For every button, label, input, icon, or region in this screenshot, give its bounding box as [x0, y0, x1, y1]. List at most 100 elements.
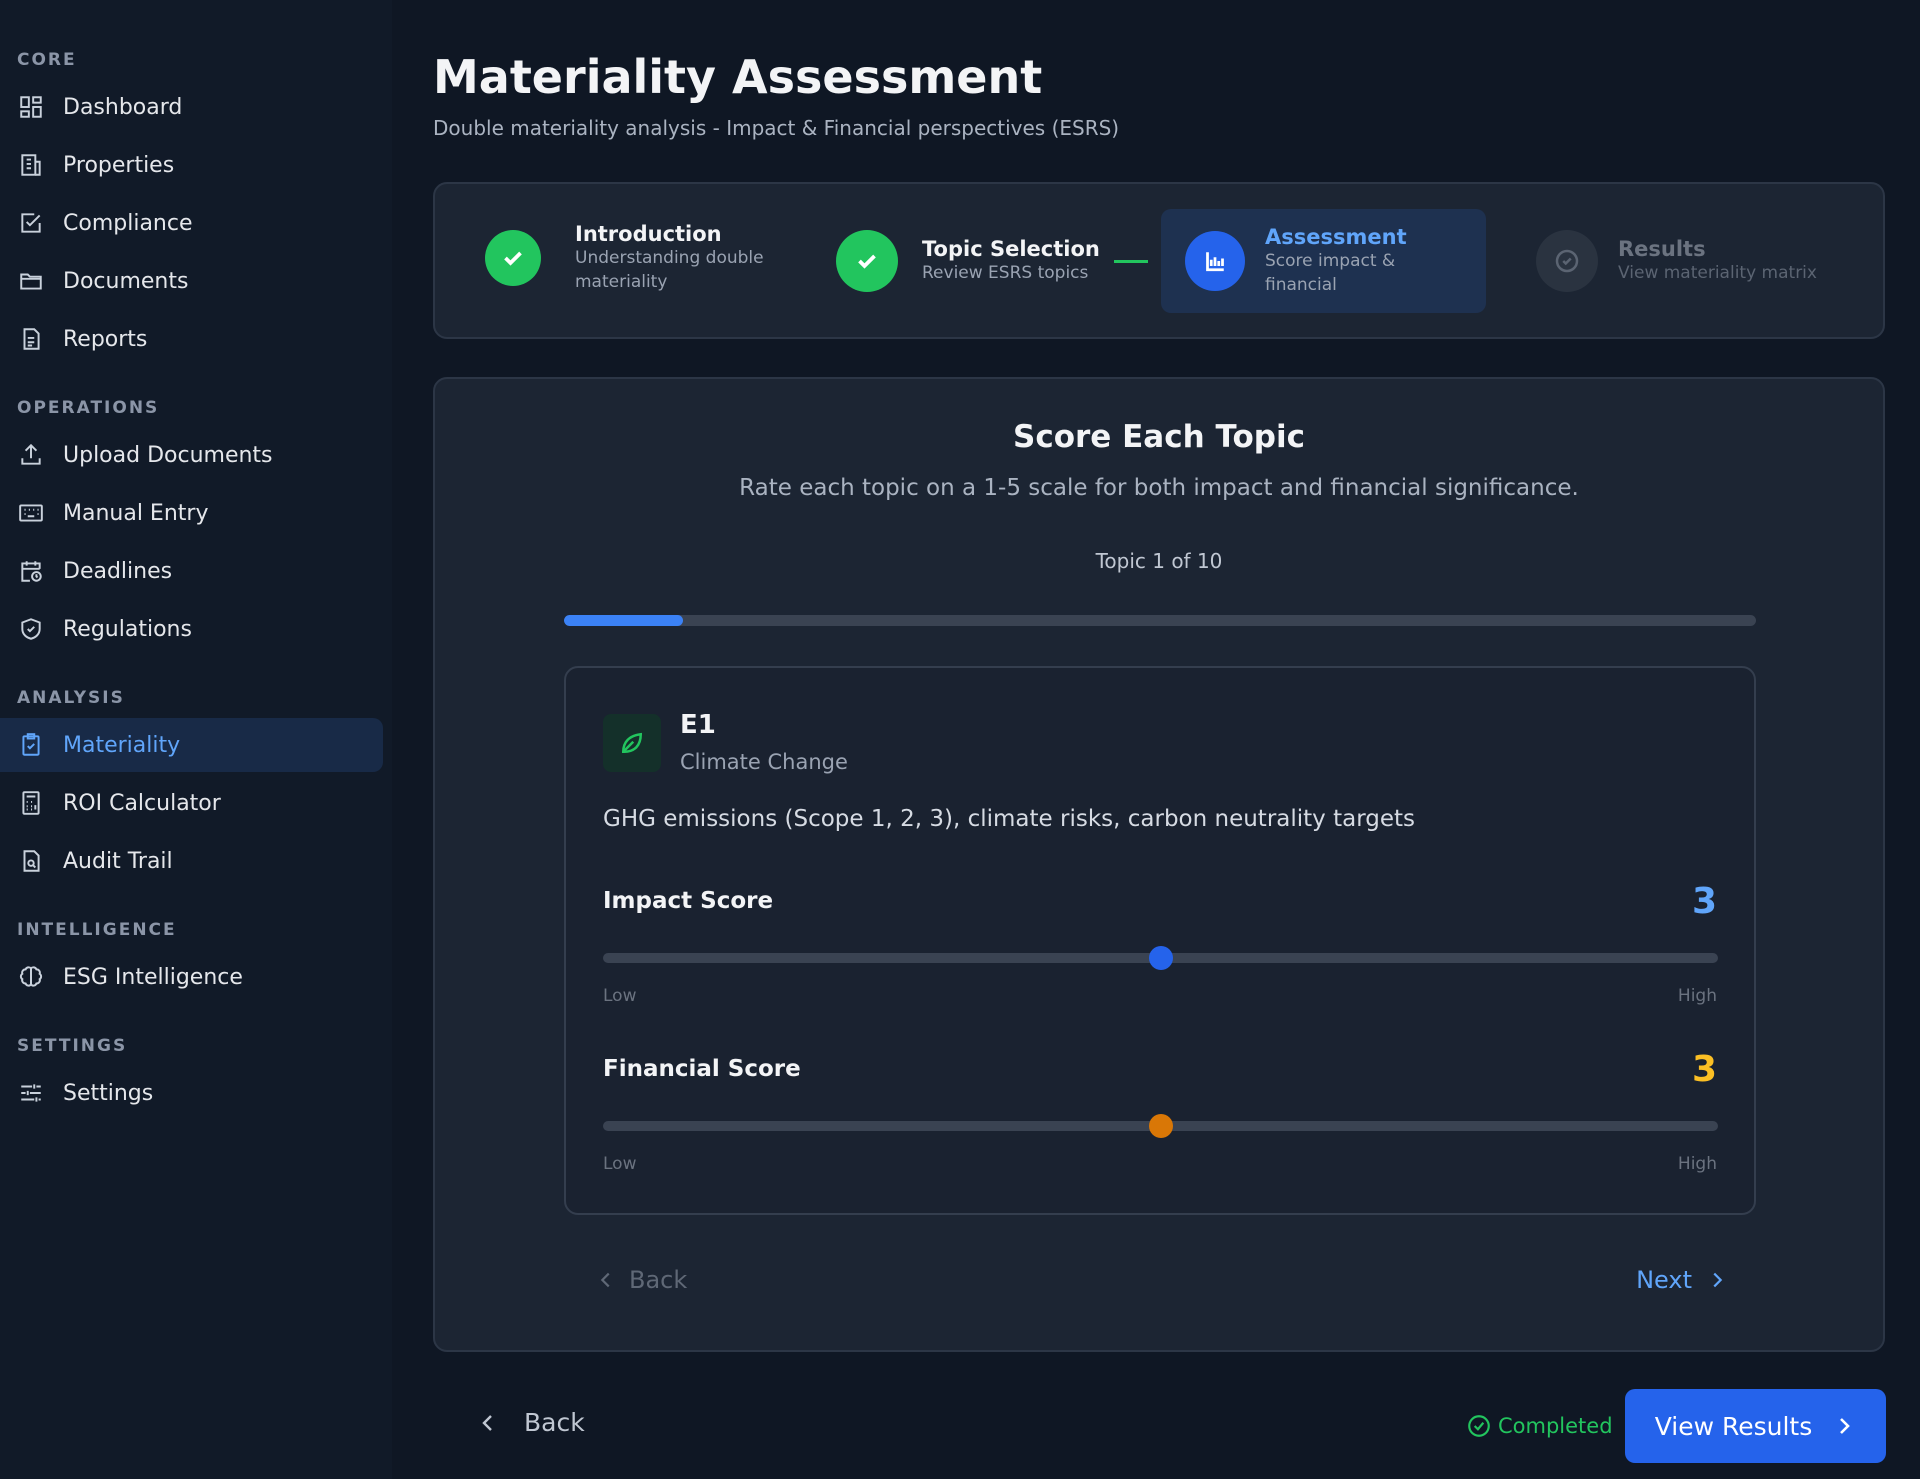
calendar-clock-icon	[17, 557, 45, 585]
step-title: Introduction	[575, 222, 722, 246]
sidebar-item-label: Compliance	[63, 210, 193, 236]
checkbox-icon	[17, 209, 45, 237]
step-title: Assessment	[1265, 225, 1407, 249]
step-assessment[interactable]: Assessment Score impact & financial	[1161, 209, 1486, 313]
impact-slider-thumb[interactable]	[1148, 946, 1173, 970]
sidebar-item-label: ROI Calculator	[63, 790, 221, 816]
financial-high-label: High	[1677, 1154, 1717, 1174]
sidebar-item-deadlines[interactable]: Deadlines	[0, 544, 383, 598]
sidebar-section-settings: SETTINGS	[17, 1036, 128, 1056]
chevron-right-icon	[1713, 1272, 1723, 1288]
circle-check-icon	[1468, 1415, 1490, 1437]
step-desc: Score impact &	[1265, 251, 1396, 271]
step-desc: materiality	[575, 272, 668, 292]
file-text-icon	[17, 325, 45, 353]
completed-status: Completed	[1466, 1413, 1613, 1439]
step-title: Results	[1618, 237, 1706, 261]
sidebar-item-reports[interactable]: Reports	[0, 312, 383, 366]
sidebar-item-label: Deadlines	[63, 558, 173, 584]
step-desc: Review ESRS topics	[922, 263, 1089, 283]
sidebar-item-materiality[interactable]: Materiality	[0, 718, 383, 772]
keyboard-icon	[17, 499, 45, 527]
impact-high-label: High	[1677, 986, 1717, 1006]
financial-score-label: Financial Score	[603, 1056, 801, 1082]
sliders-icon	[17, 1079, 45, 1107]
topic-next-button[interactable]: Next	[1636, 1266, 1728, 1294]
topic-description: GHG emissions (Scope 1, 2, 3), climate r…	[603, 806, 1416, 832]
building-icon	[17, 151, 45, 179]
step-results[interactable]: Results View materiality matrix	[1536, 230, 1817, 292]
step-connector	[1114, 260, 1148, 263]
sidebar-item-label: Manual Entry	[63, 500, 209, 526]
sidebar-item-label: Regulations	[63, 616, 192, 642]
financial-score-value: 3	[1691, 1049, 1717, 1090]
sidebar-item-roi-calculator[interactable]: ROI Calculator	[0, 776, 383, 830]
sidebar-section-operations: OPERATIONS	[17, 398, 160, 418]
sidebar-item-label: ESG Intelligence	[63, 964, 243, 990]
topic-back-button[interactable]: Back	[595, 1266, 687, 1294]
sidebar-item-label: Audit Trail	[63, 848, 173, 874]
sidebar-item-label: Reports	[63, 326, 148, 352]
topic-next-label: Next	[1636, 1266, 1692, 1294]
sidebar-item-regulations[interactable]: Regulations	[0, 602, 383, 656]
view-results-button[interactable]: View Results	[1625, 1389, 1886, 1463]
financial-slider-thumb[interactable]	[1148, 1114, 1173, 1138]
step-topic-selection[interactable]: Topic Selection Review ESRS topics	[836, 230, 1100, 292]
sidebar-section-analysis: ANALYSIS	[17, 688, 125, 708]
topic-counter: Topic 1 of 10	[1095, 549, 1223, 573]
topic-card: E1 Climate Change GHG emissions (Scope 1…	[564, 666, 1756, 1215]
impact-score-slider[interactable]	[603, 946, 1718, 970]
step-desc: View materiality matrix	[1618, 263, 1817, 283]
impact-score-label: Impact Score	[603, 888, 774, 914]
topic-code: E1	[680, 710, 716, 740]
sidebar-item-compliance[interactable]: Compliance	[0, 196, 383, 250]
bar-chart-icon	[1185, 231, 1245, 291]
folder-icon	[17, 267, 45, 295]
sidebar-item-label: Materiality	[63, 732, 181, 758]
step-desc: financial	[1265, 275, 1337, 295]
check-icon	[485, 230, 541, 286]
back-label: Back	[524, 1408, 585, 1437]
topic-name: Climate Change	[680, 750, 848, 774]
assessment-card: Score Each Topic Rate each topic on a 1-…	[433, 377, 1885, 1352]
financial-score-slider[interactable]	[603, 1114, 1718, 1138]
sidebar-item-manual-entry[interactable]: Manual Entry	[0, 486, 383, 540]
sidebar-item-label: Properties	[63, 152, 175, 178]
sidebar-item-properties[interactable]: Properties	[0, 138, 383, 192]
page-title: Materiality Assessment	[433, 50, 1043, 104]
sidebar-item-label: Dashboard	[63, 94, 183, 120]
view-results-label: View Results	[1654, 1411, 1813, 1441]
chevron-left-icon	[600, 1272, 610, 1288]
impact-low-label: Low	[603, 986, 637, 1006]
card-subtitle: Rate each topic on a 1-5 scale for both …	[739, 475, 1579, 501]
sidebar-item-label: Documents	[63, 268, 189, 294]
leaf-icon	[603, 714, 661, 772]
topic-back-label: Back	[629, 1266, 688, 1294]
financial-low-label: Low	[603, 1154, 637, 1174]
file-search-icon	[17, 847, 45, 875]
sidebar-item-settings[interactable]: Settings	[0, 1066, 383, 1120]
sidebar-section-intelligence: INTELLIGENCE	[17, 920, 177, 940]
sidebar-item-upload-documents[interactable]: Upload Documents	[0, 428, 383, 482]
clipboard-check-icon	[17, 731, 45, 759]
sidebar-item-esg-intelligence[interactable]: ESG Intelligence	[0, 950, 383, 1004]
card-title: Score Each Topic	[1013, 419, 1305, 455]
sidebar-item-label: Settings	[63, 1080, 154, 1106]
sidebar-item-label: Upload Documents	[63, 442, 273, 468]
upload-icon	[17, 441, 45, 469]
page-subtitle: Double materiality analysis - Impact & F…	[433, 116, 1120, 140]
dashboard-icon	[17, 93, 45, 121]
sidebar-item-dashboard[interactable]: Dashboard	[0, 80, 383, 134]
circle-check-icon	[1536, 230, 1598, 292]
back-button[interactable]: Back	[476, 1408, 585, 1437]
progress-fill	[564, 615, 684, 626]
stepper: Introduction Understanding double materi…	[433, 182, 1885, 339]
step-introduction[interactable]: Introduction Understanding double materi…	[485, 222, 764, 294]
sidebar-item-audit-trail[interactable]: Audit Trail	[0, 834, 383, 888]
brain-icon	[17, 963, 45, 991]
sidebar-section-core: CORE	[17, 50, 77, 70]
chevron-right-icon	[1840, 1418, 1851, 1434]
check-icon	[836, 230, 898, 292]
sidebar-item-documents[interactable]: Documents	[0, 254, 383, 308]
shield-icon	[17, 615, 45, 643]
